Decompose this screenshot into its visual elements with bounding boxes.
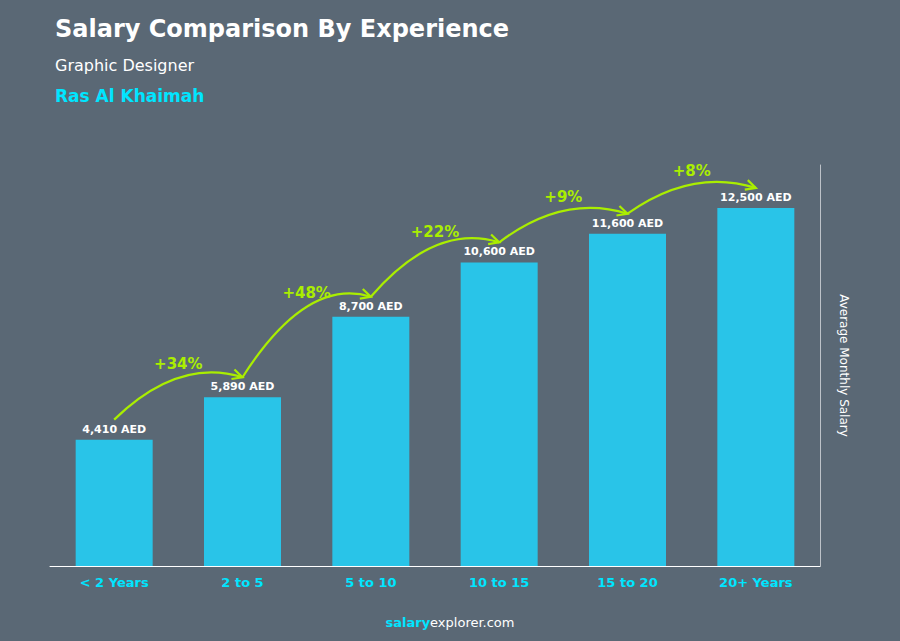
svg-text:+48%: +48% (282, 284, 330, 302)
svg-text:Graphic Designer: Graphic Designer (55, 56, 194, 75)
svg-text:5 to 10: 5 to 10 (345, 575, 396, 590)
svg-text:12,500 AED: 12,500 AED (720, 191, 791, 204)
svg-text:4,410 AED: 4,410 AED (82, 423, 146, 436)
svg-text:explorer.com: explorer.com (430, 615, 514, 630)
svg-text:20+ Years: 20+ Years (719, 575, 793, 590)
svg-text:10,600 AED: 10,600 AED (463, 245, 534, 258)
svg-text:+8%: +8% (673, 162, 711, 180)
svg-text:+34%: +34% (154, 355, 202, 373)
svg-text:10 to 15: 10 to 15 (469, 575, 529, 590)
svg-text:11,600 AED: 11,600 AED (592, 217, 663, 230)
svg-text:+9%: +9% (544, 188, 582, 206)
svg-text:< 2 Years: < 2 Years (80, 575, 149, 590)
svg-text:Ras Al Khaimah: Ras Al Khaimah (55, 86, 204, 106)
svg-text:Salary Comparison By Experienc: Salary Comparison By Experience (55, 15, 509, 43)
svg-text:15 to 20: 15 to 20 (597, 575, 657, 590)
svg-text:+22%: +22% (411, 223, 459, 241)
svg-text:salary: salary (385, 615, 430, 630)
svg-text:2 to 5: 2 to 5 (221, 575, 263, 590)
svg-text:Average Monthly Salary: Average Monthly Salary (837, 294, 851, 437)
svg-text:8,700 AED: 8,700 AED (339, 300, 403, 313)
svg-text:5,890 AED: 5,890 AED (211, 380, 275, 393)
